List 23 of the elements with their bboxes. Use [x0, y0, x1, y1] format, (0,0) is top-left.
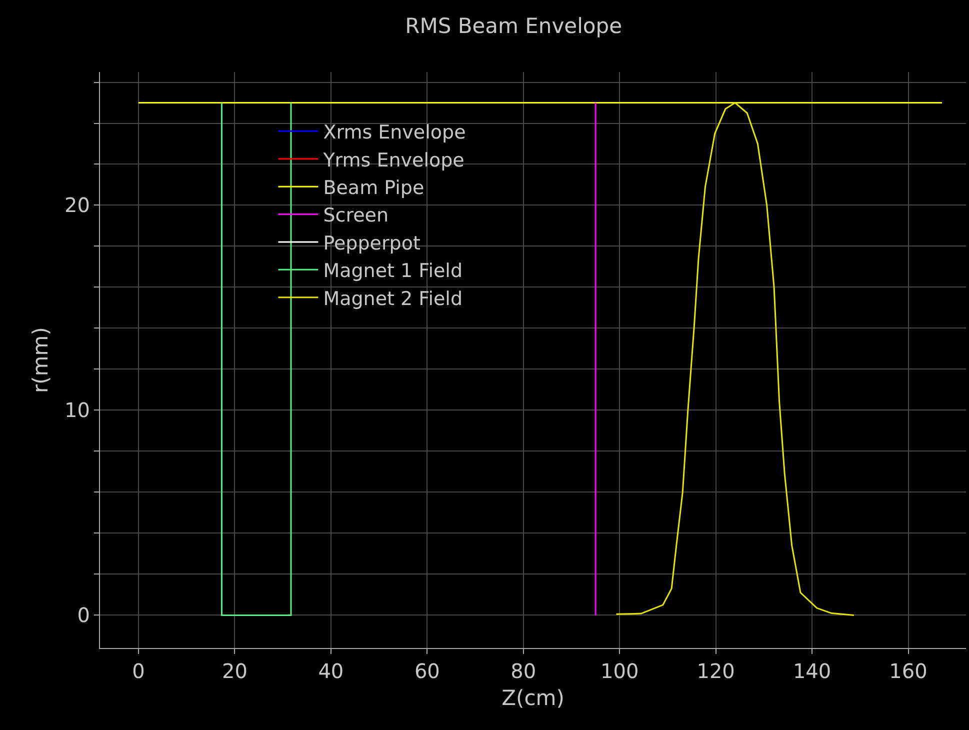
x-tick-label: 160 [889, 659, 928, 683]
x-tick-label: 60 [414, 659, 440, 683]
x-tick-label: 0 [132, 659, 145, 683]
chart-title: RMS Beam Envelope [405, 14, 622, 38]
legend-label: Beam Pipe [323, 176, 424, 199]
legend-label: Magnet 2 Field [323, 288, 463, 310]
y-axis-title: r(mm) [28, 327, 53, 393]
x-axis-title: Z(cm) [502, 686, 564, 710]
legend-label: Pepperpot [323, 232, 420, 254]
y-tick-label: 10 [64, 398, 90, 422]
legend-label: Screen [323, 204, 389, 227]
x-tick-label: 100 [600, 659, 639, 683]
legend-label: Yrms Envelope [322, 149, 464, 172]
line-series [615, 102, 855, 616]
x-tick-label: 140 [792, 659, 832, 683]
x-tick-label: 20 [222, 659, 248, 683]
y-tick-label: 20 [64, 193, 90, 218]
x-tick-label: 120 [696, 659, 735, 683]
y-tick-label: 0 [77, 603, 90, 628]
x-tick-label: 40 [318, 659, 344, 683]
x-tick-label: 80 [510, 659, 536, 683]
legend-label: Xrms Envelope [323, 122, 466, 144]
legend-label: Magnet 1 Field [323, 260, 463, 282]
